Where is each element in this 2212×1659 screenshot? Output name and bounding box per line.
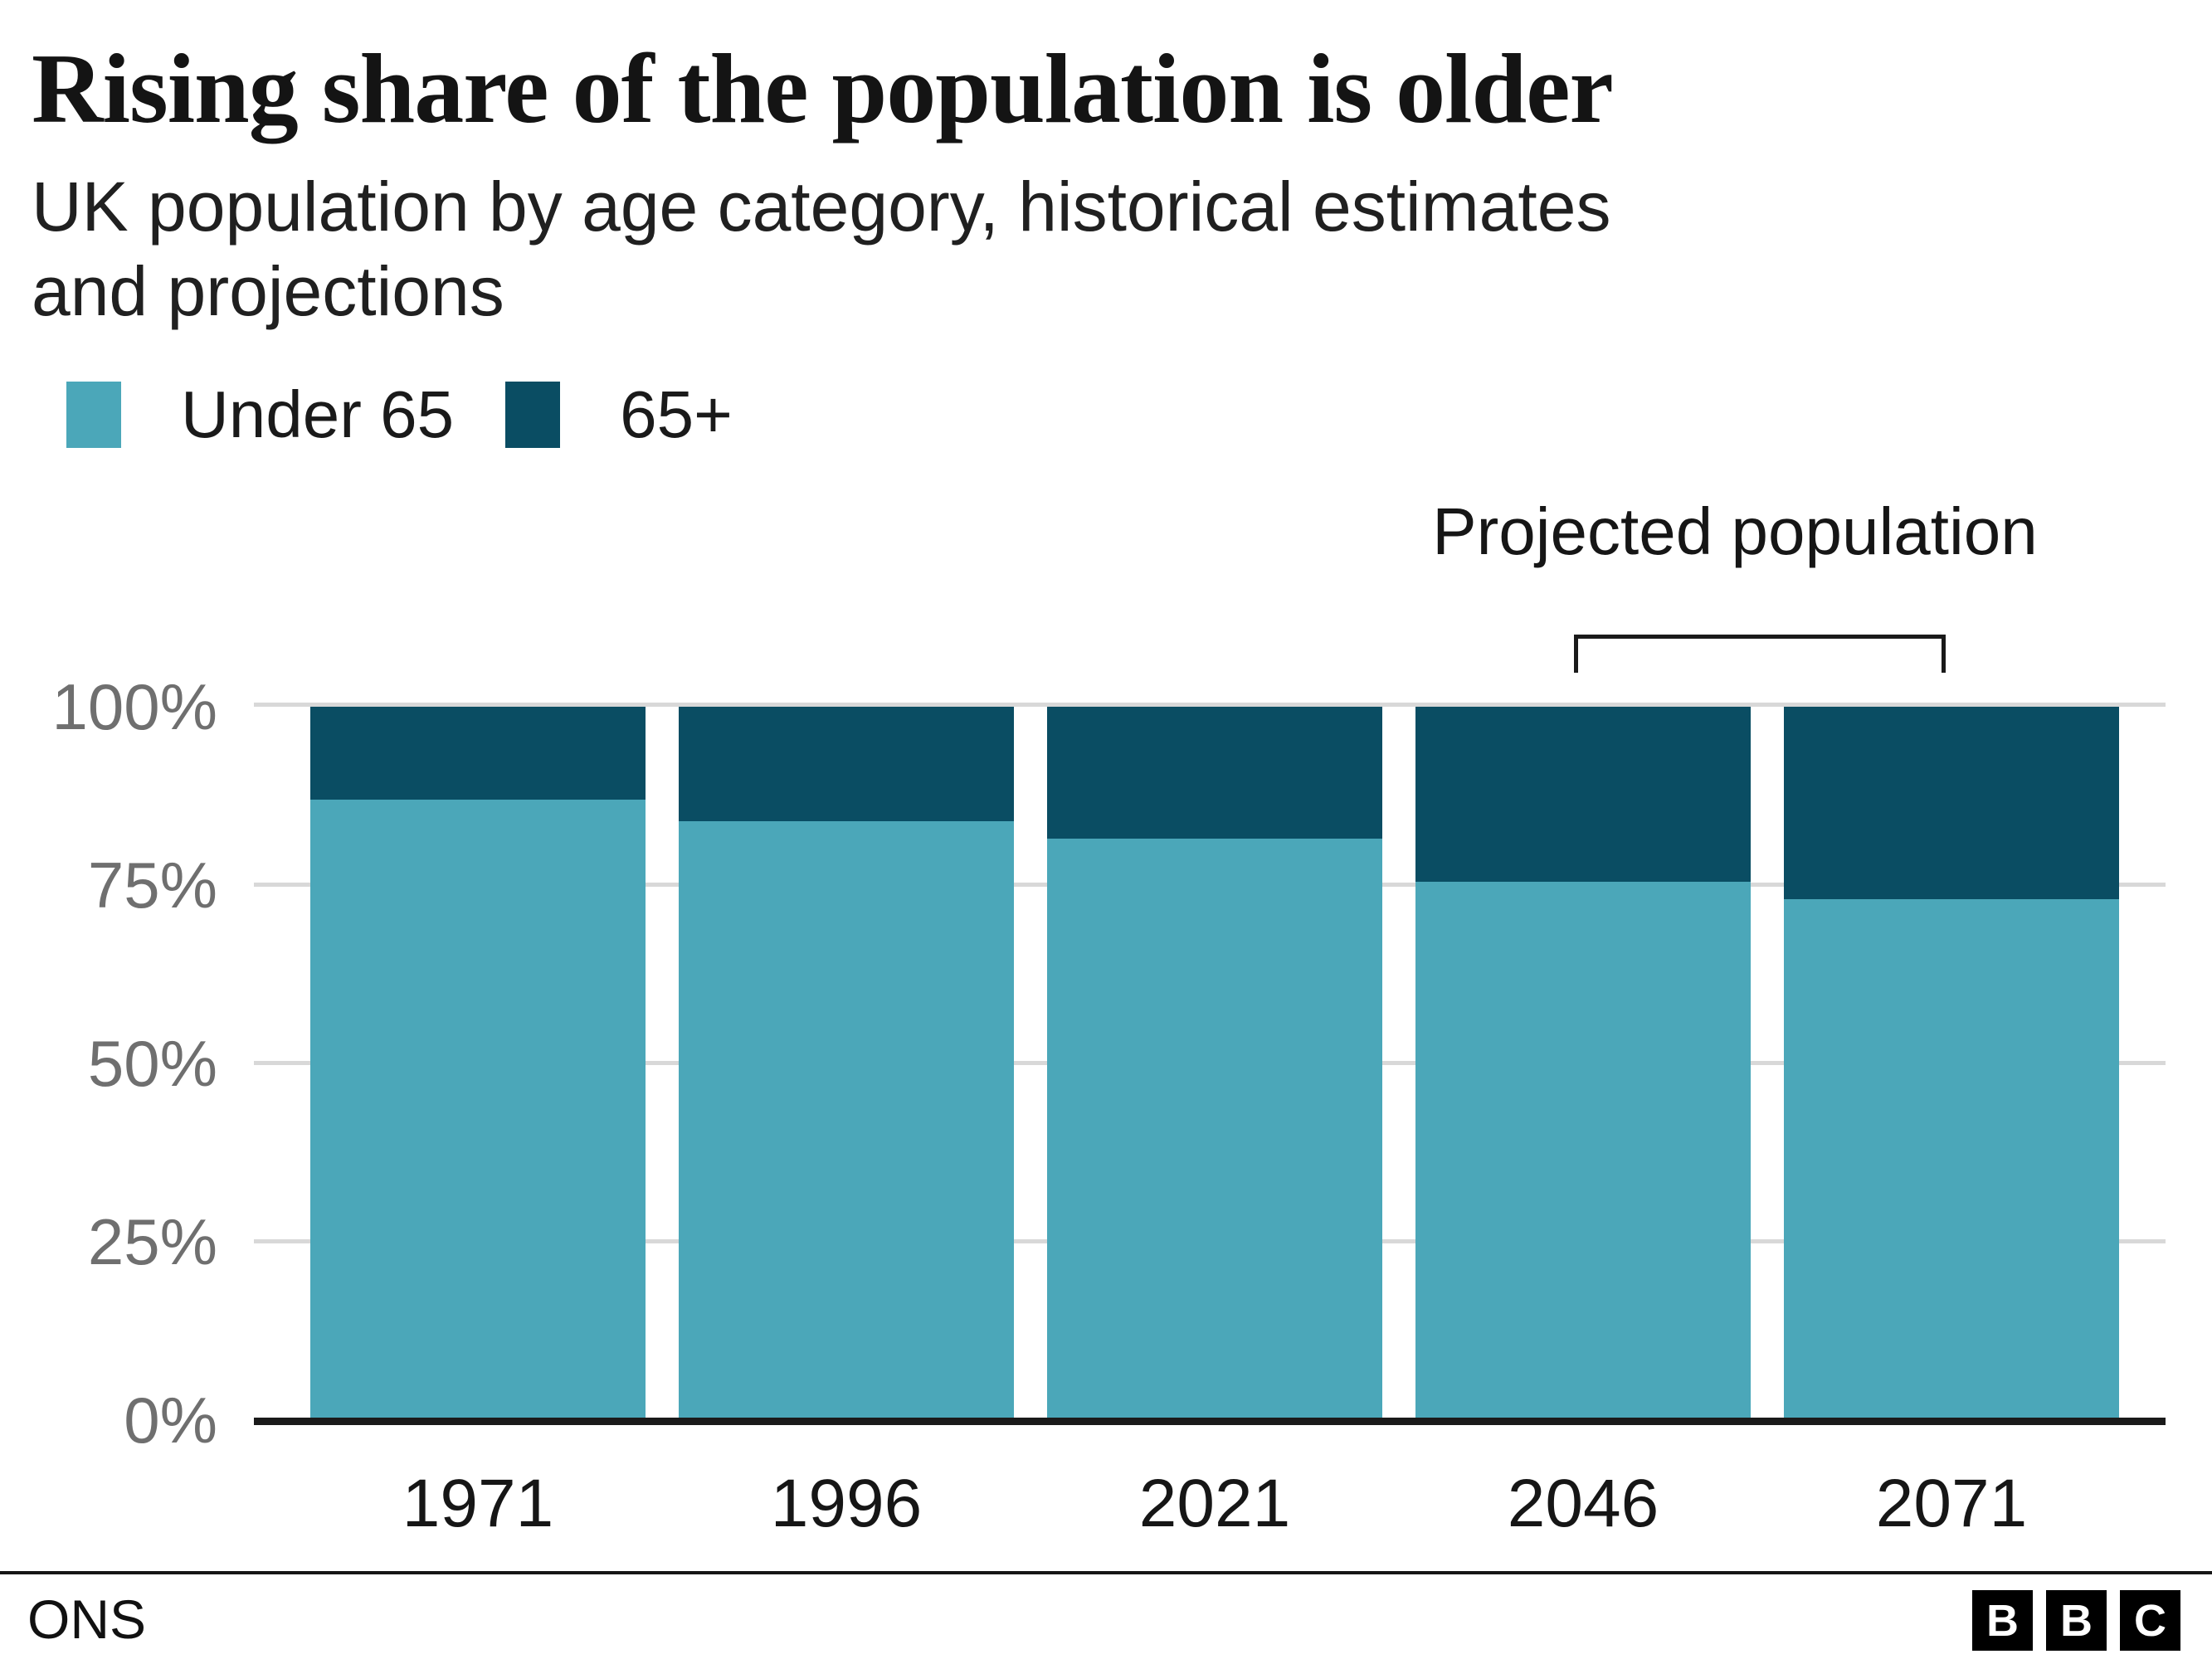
legend-label: Under 65 xyxy=(181,377,455,451)
bar-1996 xyxy=(679,707,1014,1420)
bbc-logo-block: C xyxy=(2120,1590,2180,1651)
legend-item: Under 65 xyxy=(66,382,454,448)
x-tick-label: 1996 xyxy=(770,1466,923,1541)
y-axis-labels: 100% 75% 50% 25% 0% xyxy=(0,674,218,1453)
legend-swatch-under65 xyxy=(66,382,121,448)
bbc-logo-letter: C xyxy=(2134,1595,2166,1646)
bbc-logo-letter: B xyxy=(1986,1595,2019,1646)
bbc-logo-letter: B xyxy=(2060,1595,2093,1646)
x-tick-label: 2046 xyxy=(1507,1466,1659,1541)
legend-item: 65+ xyxy=(505,382,733,448)
projected-population-annotation: Projected population xyxy=(1432,494,2038,568)
bar-segment-1996-65plus xyxy=(679,707,1014,821)
bar-segment-1971-under65 xyxy=(310,799,646,1420)
bar-segment-2021-under65 xyxy=(1047,839,1382,1420)
y-tick-label: 25% xyxy=(87,1205,217,1278)
gridline-100 xyxy=(254,703,2166,707)
chart-subtitle-line-1: UK population by age category, historica… xyxy=(32,168,1611,246)
footer-divider xyxy=(0,1571,2212,1574)
y-tick-label: 100% xyxy=(51,670,218,743)
chart-subtitle-line-2: and projections xyxy=(32,252,504,330)
plot-area xyxy=(254,703,2166,1425)
chart-subtitle: UK population by age category, historica… xyxy=(32,164,2156,333)
bar-2046 xyxy=(1415,707,1751,1420)
bar-segment-2071-65plus xyxy=(1784,707,2119,900)
bar-segment-2071-under65 xyxy=(1784,899,2119,1420)
bbc-logo-block: B xyxy=(1972,1590,2033,1651)
bar-segment-2046-under65 xyxy=(1415,881,1751,1420)
x-tick-label: 1971 xyxy=(402,1466,554,1541)
legend: Under 65 65+ xyxy=(66,382,733,448)
bar-segment-1971-65plus xyxy=(310,707,646,800)
legend-label: 65+ xyxy=(620,377,733,451)
bar-2021 xyxy=(1047,707,1382,1420)
bar-1971 xyxy=(310,707,646,1420)
bbc-logo-block: B xyxy=(2046,1590,2107,1651)
legend-swatch-65plus xyxy=(505,382,561,448)
x-tick-label: 2071 xyxy=(1875,1466,2028,1541)
bar-segment-1996-under65 xyxy=(679,820,1014,1420)
x-axis-labels: 1971 1996 2021 2046 2071 xyxy=(254,1464,2166,1547)
x-tick-label: 2021 xyxy=(1138,1466,1291,1541)
source-label: ONS xyxy=(27,1588,147,1650)
bar-segment-2021-65plus xyxy=(1047,707,1382,839)
bar-segment-2046-65plus xyxy=(1415,707,1751,882)
y-tick-label: 0% xyxy=(124,1384,217,1457)
x-axis-line xyxy=(254,1418,2166,1425)
y-tick-label: 50% xyxy=(87,1027,217,1100)
y-tick-label: 75% xyxy=(87,849,217,922)
bar-2071 xyxy=(1784,707,2119,1420)
chart-title: Rising share of the population is older xyxy=(32,33,1614,144)
projection-bracket xyxy=(1574,635,1946,673)
